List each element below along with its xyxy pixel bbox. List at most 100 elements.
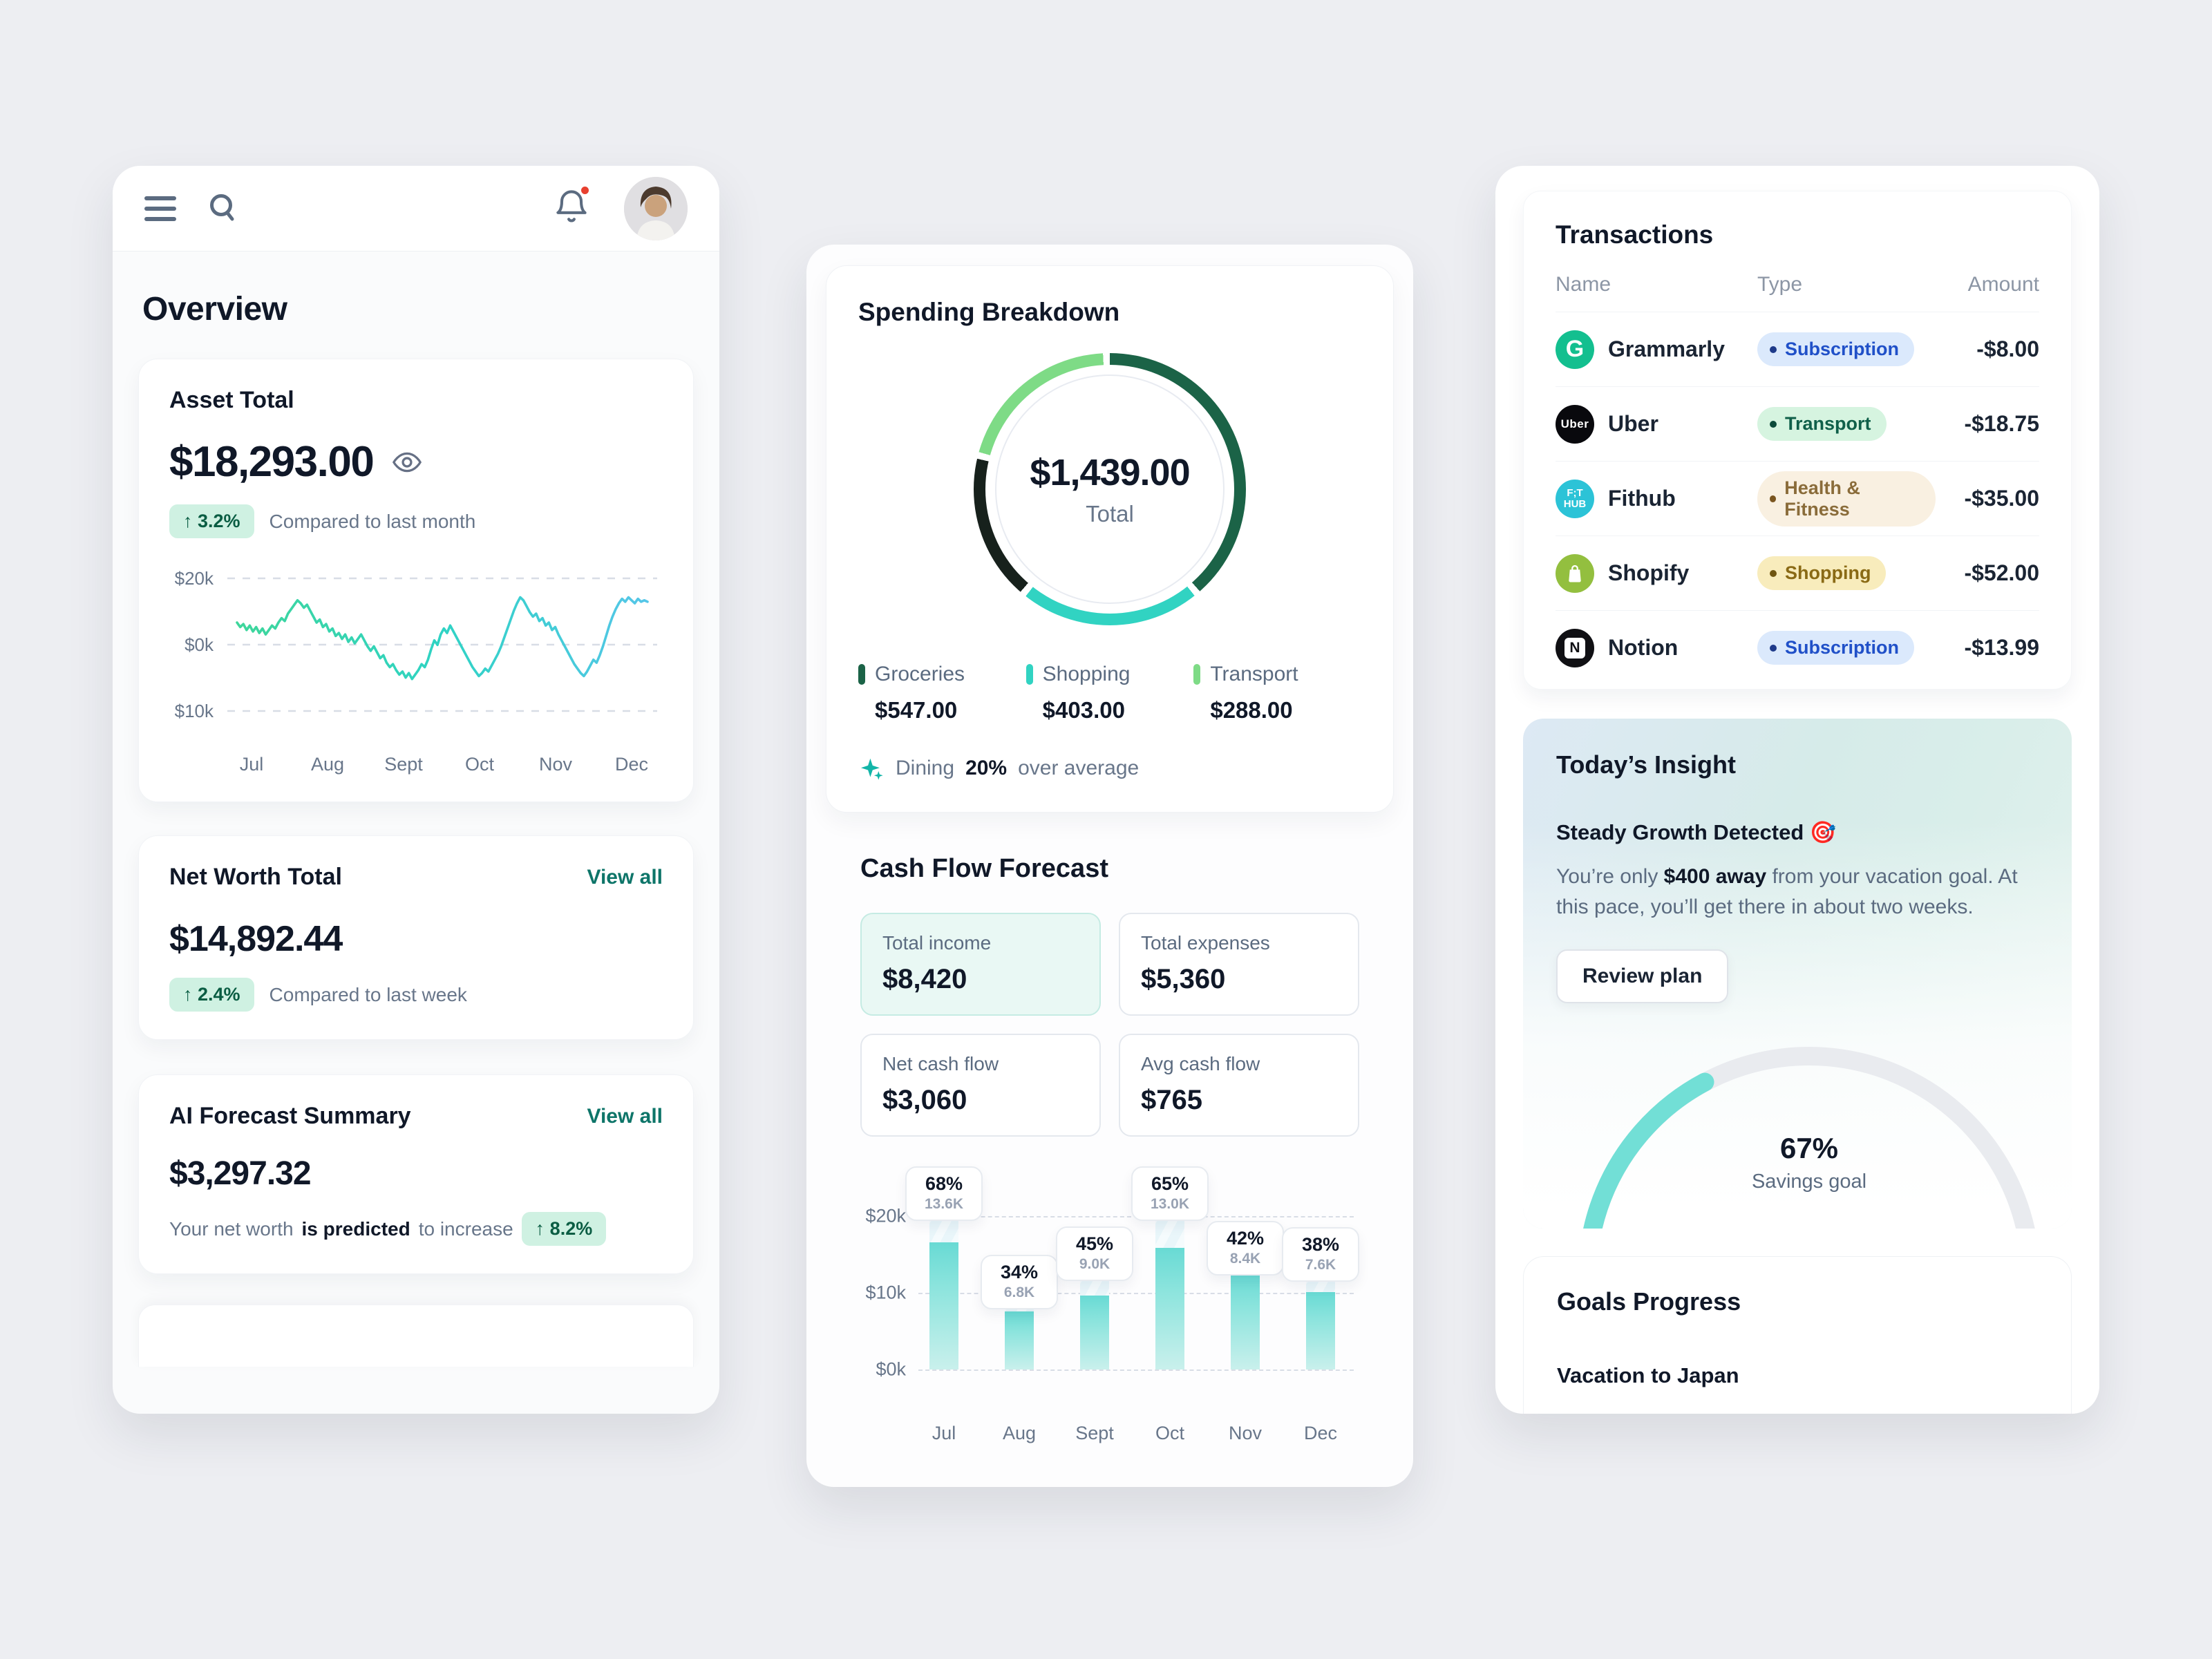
y-axis-tick: $20k [865,1205,906,1226]
bar-tooltip-Aug: 34% 6.8K [981,1255,1058,1309]
svg-text:Aug: Aug [311,754,344,775]
top-bar [113,166,719,252]
net-worth-delta-badge: ↑ 2.4% [169,978,254,1012]
gridline [918,1369,1354,1371]
type-badge: Transport [1757,407,1887,441]
ai-forecast-title: AI Forecast Summary [169,1103,411,1129]
transactions-card: Transactions Name Type Amount G Grammarly… [1523,191,2072,690]
avatar[interactable] [624,176,688,240]
badge-dot [1770,345,1777,353]
stat-label: Avg cash flow [1141,1053,1260,1074]
shopping-marker [1025,664,1033,685]
cash-flow-title: Cash Flow Forecast [860,854,1108,883]
ai-forecast-card: AI Forecast Summary View all $3,297.32 Y… [138,1074,694,1274]
transaction-amount: -$18.75 [1964,411,2039,436]
bar-Oct[interactable] [1155,1248,1184,1369]
uber-logo-icon: Uber [1556,404,1594,444]
notion-logo-icon: N [1556,628,1594,667]
svg-text:Oct: Oct [465,754,495,775]
svg-text:Sept: Sept [384,754,423,775]
notification-badge [579,184,591,196]
stat-value: $8,420 [882,964,967,994]
bar-Dec[interactable] [1306,1292,1335,1369]
notifications-bell-icon[interactable] [554,184,591,229]
gridline [918,1293,1354,1294]
transaction-row-uber[interactable]: Uber Uber Transport -$18.75 [1556,386,2039,461]
ai-forecast-view-all-link[interactable]: View all [587,1104,663,1128]
bar-tooltip-Jul: 68% 13.6K [905,1166,983,1221]
svg-text:$10k: $10k [175,701,214,721]
type-badge: Health & Fitness [1757,471,1936,527]
transaction-amount: -$13.99 [1964,635,2039,660]
y-axis-tick: $0k [876,1358,906,1380]
ai-forecast-note: Your net worth is predicted to increase … [169,1212,663,1246]
bar-Nov[interactable] [1231,1274,1260,1369]
review-plan-button[interactable]: Review plan [1556,949,1729,1003]
spending-donut-chart: $1,439.00 Total [974,353,1246,625]
asset-total-amount: $18,293.00 [169,438,375,486]
badge-dot [1770,569,1777,577]
stat-label: Total income [882,932,992,954]
shopify-logo-icon [1556,553,1594,593]
goals-progress-title: Goals Progress [1557,1287,1741,1316]
bar-tooltip-Sept: 45% 9.0K [1056,1226,1133,1281]
transaction-row-notion[interactable]: N Notion Subscription -$13.99 [1556,610,2039,685]
next-card-peek [138,1305,694,1367]
column-amount: Amount [1967,273,2039,296]
shopify-bag-icon [1569,565,1581,582]
asset-delta-badge: ↑ 3.2% [169,504,254,538]
eye-icon[interactable] [391,446,423,478]
goals-progress-card: Goals Progress Vacation to Japan [1523,1256,2072,1414]
net-worth-view-all-link[interactable]: View all [587,865,663,889]
net-worth-delta-note: Compared to last week [269,983,467,1005]
transaction-name: Notion [1608,635,1679,660]
spending-breakdown-card: Spending Breakdown $1,439.00 Total Groce… [826,265,1394,813]
menu-icon[interactable] [144,196,176,221]
stat-label: Total expenses [1141,932,1270,954]
search-icon[interactable] [207,192,240,225]
spending-panel: Spending Breakdown $1,439.00 Total Groce… [806,245,1413,1487]
ai-forecast-amount: $3,297.32 [169,1155,312,1192]
fithub-logo-icon: F;T HUB [1556,479,1594,518]
bar-Sept[interactable] [1080,1296,1109,1369]
grammarly-logo-icon: G [1556,330,1594,369]
stat-box-total-income[interactable]: Total income $8,420 [860,913,1101,1016]
transaction-row-shopify[interactable]: Shopify Shopping -$52.00 [1556,535,2039,610]
legend-item-groceries: Groceries $547.00 [858,663,1026,723]
type-badge: Shopping [1757,556,1887,590]
spending-legend: Groceries $547.00 Shopping $403.00 Trans… [858,663,1361,723]
bar-Jul[interactable] [929,1242,958,1369]
x-axis-label-Sept: Sept [1075,1423,1114,1443]
page-title: Overview [142,291,287,328]
transaction-name: Grammarly [1608,336,1725,361]
stat-box-avg-cash-flow[interactable]: Avg cash flow $765 [1119,1034,1359,1137]
gauge-percent: 67% [1779,1132,1839,1164]
cash-flow-stats: Total income $8,420 Total expenses $5,360 Ne… [860,913,1359,1137]
gauge-track [1583,1047,2035,1229]
transaction-name: Fithub [1608,486,1676,511]
activity-panel: Transactions Name Type Amount G Grammarly… [1495,166,2099,1414]
transport-marker [1193,664,1201,685]
transaction-row-grammarly[interactable]: G Grammarly Subscription -$8.00 [1556,312,2039,386]
bar-tooltip-Nov: 42% 8.4K [1207,1221,1284,1276]
x-axis-label-Nov: Nov [1228,1423,1263,1443]
type-badge: Subscription [1757,332,1915,366]
spending-total-label: Total [1086,501,1134,527]
bar-Aug[interactable] [1005,1311,1034,1369]
type-badge: Subscription [1757,631,1915,665]
transaction-amount: -$8.00 [1976,336,2039,361]
asset-total-title: Asset Total [169,387,294,413]
stat-box-net-cash-flow[interactable]: Net cash flow $3,060 [860,1034,1101,1137]
goal-item-vacation[interactable]: Vacation to Japan [1557,1363,1739,1387]
transaction-row-fithub[interactable]: F;T HUB Fithub Health & Fitness -$35.00 [1556,461,2039,535]
transaction-amount: -$52.00 [1964,560,2039,585]
stat-box-total-expenses[interactable]: Total expenses $5,360 [1119,913,1359,1016]
transaction-name: Uber [1608,411,1658,436]
y-axis-tick: $10k [865,1282,906,1303]
svg-text:$0k: $0k [185,634,214,655]
transactions-title: Transactions [1556,220,1714,249]
insight-title: Today’s Insight [1556,750,1737,779]
stat-value: $3,060 [882,1085,967,1115]
asset-trend-chart: $20k $0k $10k Jul Aug Sept Oct Nov Dec [175,568,657,775]
